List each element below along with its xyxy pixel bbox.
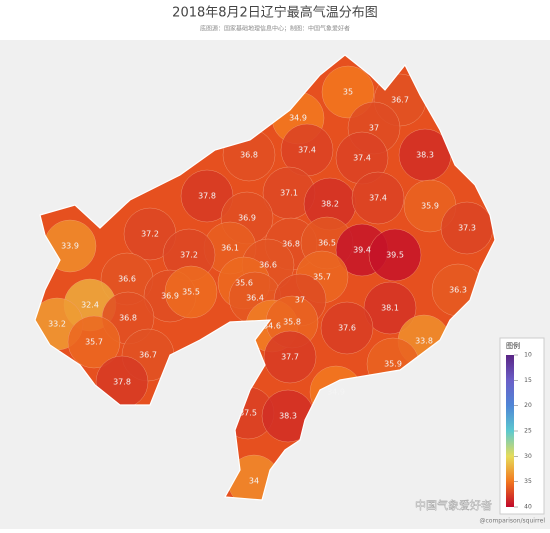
region-label: 39.5 <box>386 251 404 260</box>
region-label: 35 <box>343 88 353 97</box>
legend-ticks: 10 15 20 25 30 35 40 <box>514 352 532 511</box>
region <box>320 301 374 355</box>
region-label: 37.2 <box>141 230 159 239</box>
region-label: 37 <box>295 296 305 305</box>
region-label: 37.8 <box>113 378 131 387</box>
region-label: 36.7 <box>139 351 157 360</box>
region-label: 34.9 <box>327 388 345 397</box>
region-label: 35.9 <box>421 202 439 211</box>
region-label: 36.6 <box>259 261 277 270</box>
region <box>363 281 417 335</box>
legend-tick-label: 25 <box>524 428 532 435</box>
region-label: 34.6 <box>263 322 281 331</box>
region-label: 37 <box>369 124 379 133</box>
region-label: 34.9 <box>289 114 307 123</box>
region-label: 38.2 <box>321 200 339 209</box>
legend-tick-label: 15 <box>524 377 532 384</box>
region <box>368 228 422 282</box>
region-label: 38.1 <box>381 304 399 313</box>
legend-tick-label: 20 <box>524 402 532 409</box>
legend-title: 图例 <box>506 341 520 350</box>
region-label: 36.7 <box>391 96 409 105</box>
credit: @comparison/squirrel <box>479 518 545 525</box>
region-label: 36.5 <box>318 239 336 248</box>
region-label: 33.8 <box>415 337 433 346</box>
watermark: 中国气象爱好者 <box>415 498 492 512</box>
region <box>164 265 218 319</box>
region-label: 33.2 <box>48 320 66 329</box>
region-label: 36.8 <box>282 240 300 249</box>
region-label: 37.8 <box>198 192 216 201</box>
region-label: 36.1 <box>221 244 239 253</box>
region-label: 37.5 <box>239 409 257 418</box>
region-label: 34 <box>249 477 259 486</box>
region-label: 36.9 <box>238 214 256 223</box>
region-label: 38.3 <box>279 412 297 421</box>
region-label: 37.6 <box>338 324 356 333</box>
region-label: 36.4 <box>246 294 264 303</box>
region-label: 35.9 <box>384 360 402 369</box>
region-label: 36.9 <box>161 292 179 301</box>
region <box>67 315 121 369</box>
region-label: 32.4 <box>81 301 99 310</box>
legend-tick-label: 40 <box>524 504 532 511</box>
region <box>351 171 405 225</box>
region-label: 33.9 <box>61 242 79 251</box>
region-labels: 35 36.7 34.9 37 36.8 37.4 37.4 38.3 37.8 37.1 38.2… <box>48 88 476 486</box>
subtitle: 底图源：国家基础地理信息中心；制图：中国气象爱好者 <box>200 25 350 33</box>
region-label: 36.8 <box>119 314 137 323</box>
region <box>321 65 375 119</box>
region-label: 39.4 <box>353 246 371 255</box>
legend-tick-label: 35 <box>524 478 532 485</box>
region-label: 36.3 <box>449 286 467 295</box>
region <box>263 330 317 384</box>
legend-tick-label: 10 <box>524 352 532 359</box>
title: 2018年8月2日辽宁最高气温分布图 <box>172 5 378 21</box>
region-label: 35.8 <box>283 318 301 327</box>
region-label: 36.8 <box>240 151 258 160</box>
region-label: 35.6 <box>235 279 253 288</box>
region-label: 37.4 <box>353 154 371 163</box>
region-label: 37.4 <box>369 194 387 203</box>
region-label: 37.4 <box>298 146 316 155</box>
region-label: 35.7 <box>313 273 331 282</box>
region-label: 37.2 <box>180 251 198 260</box>
legend-tick-label: 30 <box>524 453 532 460</box>
region-label: 37.1 <box>280 189 298 198</box>
region-label: 35.7 <box>85 338 103 347</box>
legend-bar <box>506 355 514 507</box>
region-label: 35.5 <box>182 288 200 297</box>
region-label: 38.3 <box>416 151 434 160</box>
region-label: 37.7 <box>281 353 299 362</box>
region-label: 37.3 <box>458 224 476 233</box>
region-label: 36.6 <box>118 275 136 284</box>
